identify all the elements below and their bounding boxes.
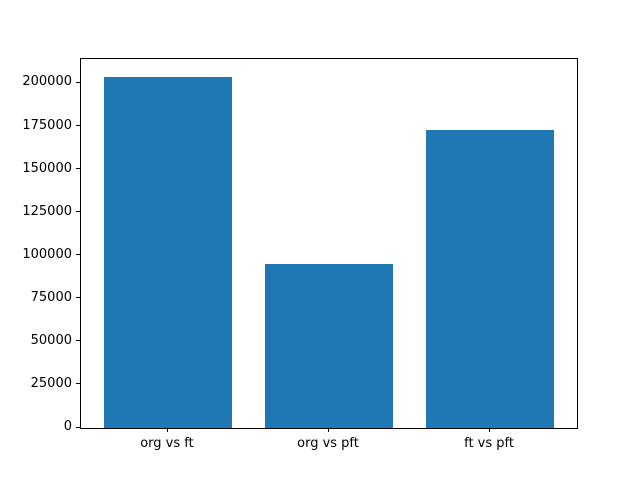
x-tick-label: org vs pft (297, 436, 359, 451)
y-tick-label: 0 (63, 419, 72, 434)
x-tick-mark (328, 428, 329, 432)
bar (425, 129, 555, 428)
x-tick-label: org vs ft (140, 436, 194, 451)
y-tick-mark (76, 125, 80, 127)
bar (103, 76, 233, 428)
y-tick-label: 25000 (30, 375, 72, 391)
x-tick-label: ft vs pft (464, 436, 514, 451)
y-tick-mark (76, 254, 80, 256)
y-tick-label: 50000 (30, 332, 72, 348)
plot-area (80, 58, 578, 429)
bar (264, 264, 394, 428)
y-tick-label: 175000 (22, 117, 72, 133)
y-tick-label: 75000 (30, 289, 72, 305)
x-tick-mark (166, 428, 168, 432)
x-tick-mark (489, 428, 491, 432)
y-tick-label: 125000 (22, 203, 72, 219)
y-tick-mark (76, 383, 80, 385)
y-tick-mark (76, 168, 80, 170)
y-tick-mark (76, 297, 80, 299)
y-tick-mark (76, 81, 80, 83)
y-tick-mark (76, 426, 80, 428)
y-tick-label: 100000 (22, 246, 72, 262)
y-tick-label: 150000 (22, 160, 72, 176)
y-tick-mark (76, 340, 80, 342)
y-tick-mark (76, 211, 80, 213)
y-tick-label: 200000 (22, 74, 72, 90)
